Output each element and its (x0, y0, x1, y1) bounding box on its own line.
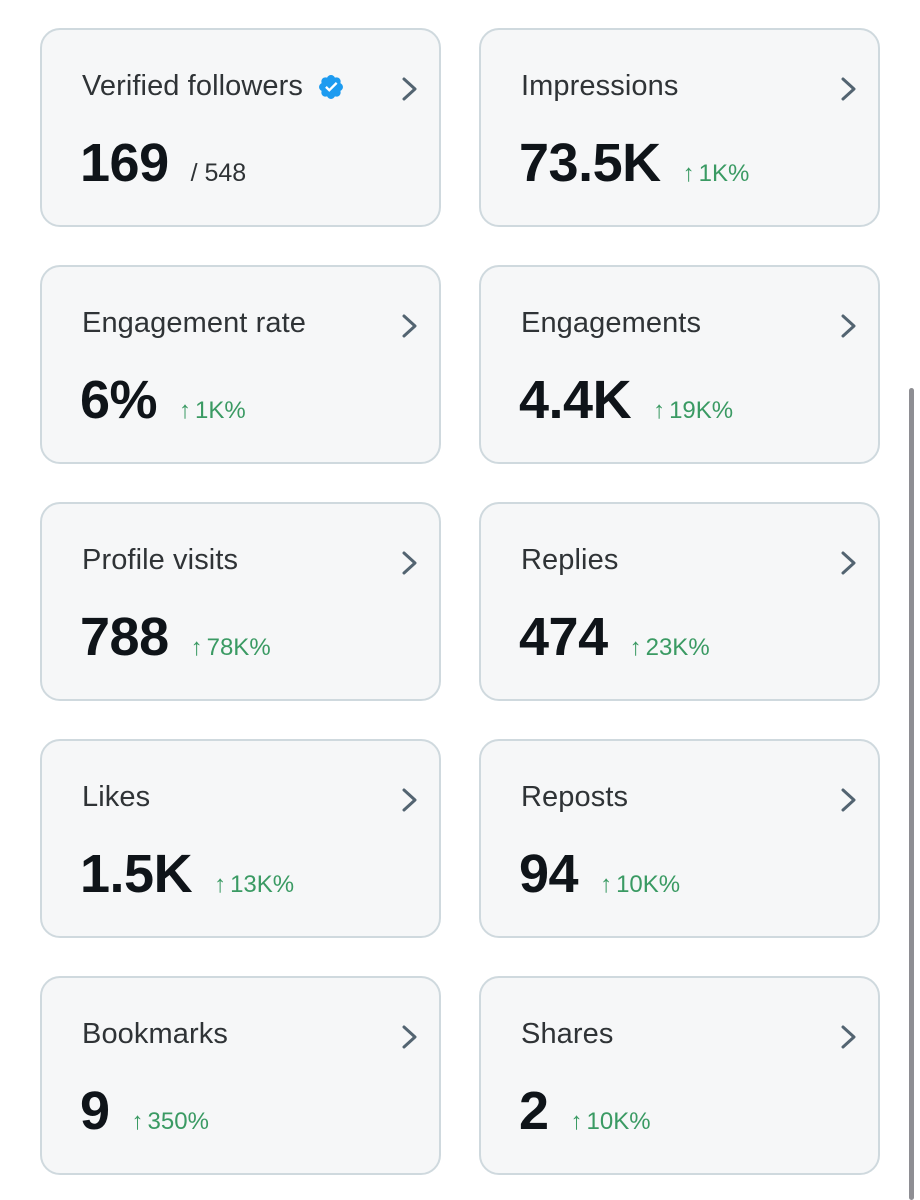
metric-value-row: 788 ↑ 78K% (80, 606, 271, 668)
metric-title-label: Replies (521, 544, 619, 576)
metric-value-row: 9 ↑ 350% (80, 1080, 209, 1142)
chevron-right-icon[interactable] (838, 311, 860, 341)
metric-title-label: Shares (521, 1018, 614, 1050)
chevron-right-icon[interactable] (399, 311, 421, 341)
metric-card-likes[interactable]: Likes 1.5K ↑ 13K% (40, 739, 441, 938)
chevron-right-icon[interactable] (838, 785, 860, 815)
metric-card-verified-followers[interactable]: Verified followers 169 / 548 (40, 28, 441, 227)
metric-value: 4.4K (519, 370, 632, 430)
metric-title-label: Verified followers (82, 70, 304, 102)
chevron-right-icon[interactable] (838, 74, 860, 104)
metric-change: ↑ 10K% (571, 1108, 651, 1136)
metric-value: 474 (519, 607, 608, 667)
arrow-up-icon: ↑ (179, 397, 192, 424)
arrow-up-icon: ↑ (600, 871, 613, 898)
metric-title: Shares (521, 1018, 614, 1051)
metric-title: Engagements (521, 307, 701, 340)
chevron-right-icon[interactable] (838, 548, 860, 578)
metric-value-row: 474 ↑ 23K% (519, 606, 710, 668)
metric-value-row: 1.5K ↑ 13K% (80, 843, 294, 905)
metric-change-value: 23K% (645, 634, 710, 661)
metric-change: ↑ 350% (132, 1108, 209, 1136)
metric-change: ↑ 19K% (653, 397, 733, 425)
metric-value: 1.5K (80, 844, 193, 904)
metric-change-value: 1K% (195, 397, 246, 424)
metric-title: Impressions (521, 70, 678, 103)
metrics-grid: Verified followers 169 / 548 Impressions (40, 28, 880, 1175)
metric-value-row: 6% ↑ 1K% (80, 369, 246, 431)
metric-change-value: 13K% (230, 871, 295, 898)
metric-value-row: 73.5K ↑ 1K% (519, 132, 749, 194)
arrow-up-icon: ↑ (682, 160, 695, 187)
metric-value-row: 2 ↑ 10K% (519, 1080, 651, 1142)
metric-change-value: 19K% (669, 397, 734, 424)
metric-title-label: Profile visits (82, 544, 239, 576)
metric-title-label: Likes (82, 781, 151, 813)
metric-value-row: 4.4K ↑ 19K% (519, 369, 733, 431)
metric-title-label: Engagement rate (82, 307, 306, 339)
metric-change: ↑ 78K% (191, 634, 271, 662)
arrow-up-icon: ↑ (629, 634, 642, 661)
metric-change-value: 78K% (206, 634, 271, 661)
chevron-right-icon[interactable] (838, 1022, 860, 1052)
arrow-up-icon: ↑ (214, 871, 227, 898)
metric-title: Engagement rate (82, 307, 306, 340)
chevron-right-icon[interactable] (399, 1022, 421, 1052)
metric-title-label: Bookmarks (82, 1018, 228, 1050)
arrow-up-icon: ↑ (570, 1108, 583, 1135)
chevron-right-icon[interactable] (399, 74, 421, 104)
metric-title: Profile visits (82, 544, 238, 577)
metric-value-row: 169 / 548 (80, 132, 246, 194)
chevron-right-icon[interactable] (399, 548, 421, 578)
metric-value: 2 (519, 1081, 549, 1141)
metric-card-replies[interactable]: Replies 474 ↑ 23K% (479, 502, 880, 701)
metric-title: Replies (521, 544, 618, 577)
metric-title: Likes (82, 781, 150, 814)
metric-value: 73.5K (519, 133, 661, 193)
metric-value-row: 94 ↑ 10K% (519, 843, 680, 905)
metric-total: / 548 (190, 159, 247, 187)
metric-change: ↑ 1K% (179, 397, 246, 425)
arrow-up-icon: ↑ (190, 634, 203, 661)
metric-title-label: Reposts (521, 781, 629, 813)
metric-value: 6% (80, 370, 158, 430)
metric-title: Verified followers (82, 70, 345, 103)
metric-card-impressions[interactable]: Impressions 73.5K ↑ 1K% (479, 28, 880, 227)
vertical-scrollbar[interactable] (909, 388, 914, 1200)
metric-card-shares[interactable]: Shares 2 ↑ 10K% (479, 976, 880, 1175)
metric-title-label: Impressions (521, 70, 679, 102)
metric-change-value: 350% (147, 1108, 209, 1135)
metric-change-value: 10K% (586, 1108, 651, 1135)
metric-change: ↑ 1K% (683, 160, 750, 188)
metric-value: 788 (80, 607, 169, 667)
metric-title: Reposts (521, 781, 628, 814)
verified-badge-icon (319, 74, 343, 99)
metric-card-engagements[interactable]: Engagements 4.4K ↑ 19K% (479, 265, 880, 464)
metric-title: Bookmarks (82, 1018, 228, 1051)
metric-card-bookmarks[interactable]: Bookmarks 9 ↑ 350% (40, 976, 441, 1175)
metric-card-profile-visits[interactable]: Profile visits 788 ↑ 78K% (40, 502, 441, 701)
metric-value: 9 (80, 1081, 110, 1141)
metric-change-value: 10K% (616, 871, 681, 898)
metric-change: ↑ 13K% (214, 871, 294, 899)
metric-card-reposts[interactable]: Reposts 94 ↑ 10K% (479, 739, 880, 938)
arrow-up-icon: ↑ (131, 1108, 144, 1135)
metric-value: 94 (519, 844, 579, 904)
metric-change-value: 1K% (698, 160, 750, 187)
chevron-right-icon[interactable] (399, 785, 421, 815)
metric-change: ↑ 23K% (630, 634, 710, 662)
metric-change: ↑ 10K% (600, 871, 680, 899)
metric-title-label: Engagements (521, 307, 702, 339)
metric-value: 169 (80, 133, 169, 193)
metric-card-engagement-rate[interactable]: Engagement rate 6% ↑ 1K% (40, 265, 441, 464)
arrow-up-icon: ↑ (653, 397, 666, 424)
